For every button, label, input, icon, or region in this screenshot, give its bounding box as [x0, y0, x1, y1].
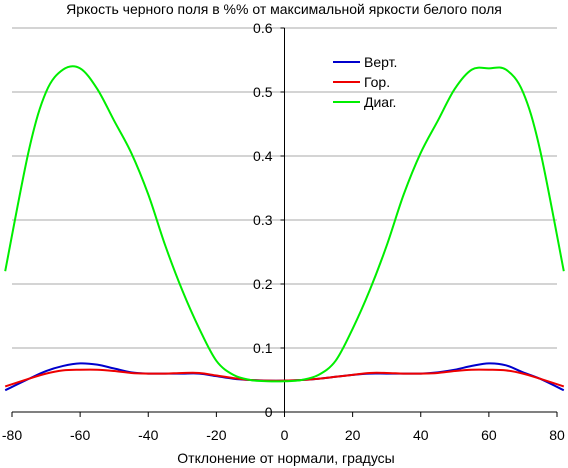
y-tick-label: 0 — [265, 404, 273, 420]
y-tick-label: 0.6 — [253, 20, 273, 36]
x-axis-title: Отклонение от нормали, градусы — [177, 450, 394, 466]
series-lines — [4, 65, 565, 392]
axes — [11, 27, 558, 417]
x-tick-label: 20 — [345, 427, 361, 443]
y-tick-label: 0.5 — [253, 84, 273, 100]
y-tick-label: 0.2 — [253, 276, 273, 292]
y-tick-labels: 0 0.1 0.2 0.3 0.4 0.5 0.6 — [253, 20, 273, 420]
x-tick-label: -40 — [138, 427, 158, 443]
x-tick-label: -20 — [206, 427, 226, 443]
x-tick-label: 60 — [481, 427, 497, 443]
series-line-2 — [4, 65, 565, 383]
legend-label-0: Верт. — [364, 54, 397, 70]
legend-label-1: Гор. — [364, 74, 390, 90]
chart-title: Яркость черного поля в %% от максимально… — [66, 1, 502, 17]
x-tick-label: 0 — [281, 427, 289, 443]
legend: Верт. Гор. Диаг. — [333, 54, 397, 110]
y-tick-label: 0.4 — [253, 148, 273, 164]
x-tick-labels: -80 -60 -40 -20 0 20 40 60 80 — [2, 427, 565, 443]
y-tick-label: 0.1 — [253, 340, 273, 356]
legend-label-2: Диаг. — [364, 94, 396, 110]
y-tick-label: 0.3 — [253, 212, 273, 228]
x-tick-label: -80 — [2, 427, 22, 443]
x-tick-label: 40 — [413, 427, 429, 443]
x-tick-label: -60 — [70, 427, 90, 443]
x-tick-label: 80 — [549, 427, 565, 443]
